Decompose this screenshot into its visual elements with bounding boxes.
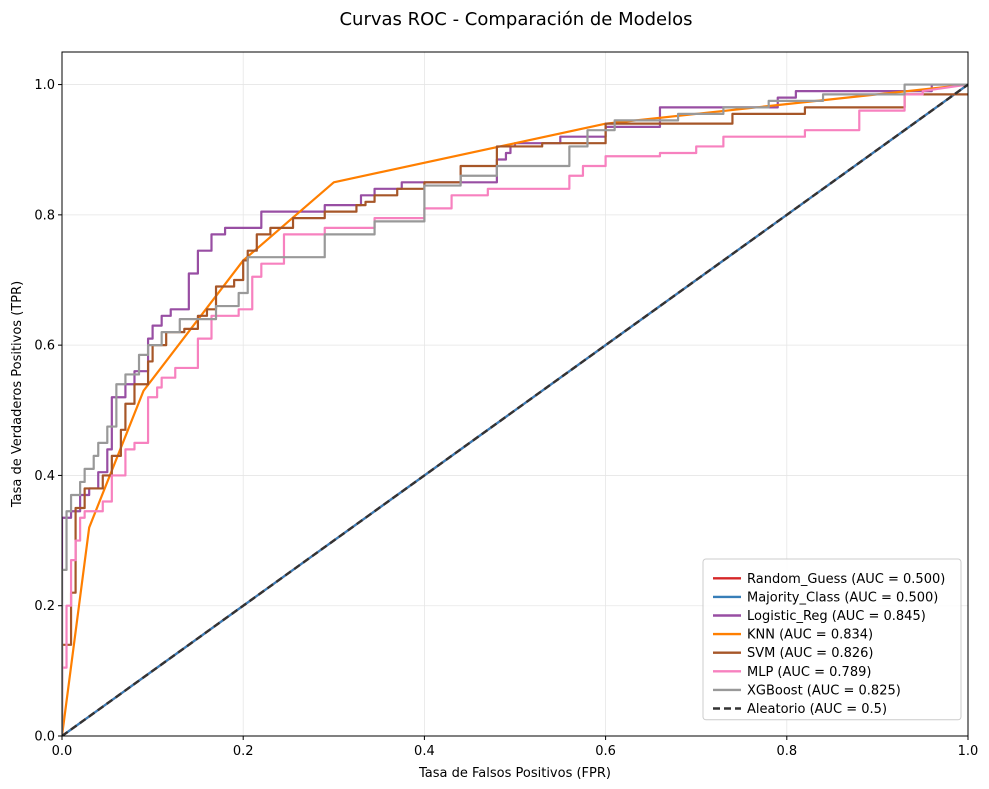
legend-label-aleatorio: Aleatorio (AUC = 0.5) (747, 702, 887, 717)
series-line-mlp (62, 83, 968, 736)
x-tick-label: 0.4 (414, 744, 435, 759)
legend-label-svm: SVM (AUC = 0.826) (747, 646, 874, 661)
legend-label-majority-class: Majority_Class (AUC = 0.500) (747, 590, 938, 605)
y-tick-label: 0.8 (34, 208, 55, 223)
y-tick-label: 0.0 (34, 730, 55, 745)
series-line-xgboost (62, 83, 968, 736)
series-line-svm (62, 93, 968, 736)
y-tick-label: 0.4 (34, 469, 55, 484)
legend: Random_Guess (AUC = 0.500) Majority_Class… (702, 558, 962, 721)
x-tick-label: 1.0 (958, 744, 979, 759)
chart-title: Curvas ROC - Comparación de Modelos (339, 9, 692, 30)
legend-label-xgboost: XGBoost (AUC = 0.825) (747, 683, 901, 698)
legend-box (702, 558, 962, 721)
plot-frame (61, 51, 969, 737)
legend-label-random-guess: Random_Guess (AUC = 0.500) (747, 572, 945, 587)
x-tick-label: 0.6 (595, 744, 616, 759)
axis-layer: 0.0 0.2 0.4 0.6 0.8 1.0 0.0 0.2 0.4 0.6 0.8 1.0 (34, 78, 978, 759)
y-tick-label: 0.2 (34, 599, 55, 614)
y-tick-label: 1.0 (34, 78, 55, 93)
x-tick-label: 0.2 (233, 744, 254, 759)
grid-layer (61, 52, 969, 737)
x-tick-label: 0.8 (776, 744, 797, 759)
legend-label-mlp: MLP (AUC = 0.789) (747, 665, 871, 680)
series-line-aleatorio (62, 83, 968, 736)
legend-label-knn: KNN (AUC = 0.834) (747, 628, 873, 643)
plot-layer (62, 83, 968, 736)
x-axis-label: Tasa de Falsos Positivos (FPR) (418, 766, 611, 781)
series-line-logistic-reg (62, 83, 968, 736)
y-axis-label: Tasa de Verdaderos Positivos (TPR) (10, 281, 25, 508)
x-tick-label: 0.0 (52, 744, 73, 759)
legend-label-logistic-reg: Logistic_Reg (AUC = 0.845) (747, 609, 926, 624)
y-tick-label: 0.6 (34, 339, 55, 354)
